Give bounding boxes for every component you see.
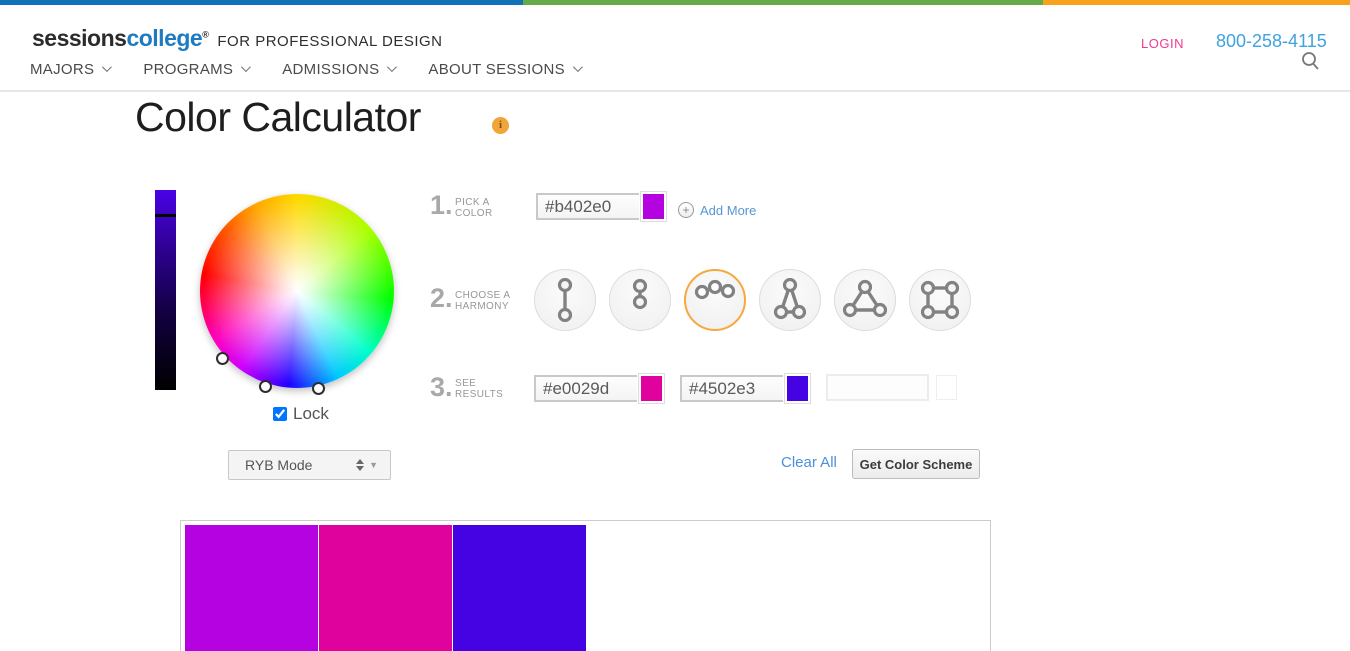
- site-header: sessionscollege® FOR PROFESSIONAL DESIGN …: [0, 5, 1350, 92]
- logo[interactable]: sessionscollege® FOR PROFESSIONAL DESIGN: [32, 25, 443, 52]
- chevron-down-icon: [102, 61, 113, 72]
- chevron-down-icon: [572, 61, 583, 72]
- step1-number: 1.: [430, 190, 453, 220]
- harmony-analogous-button[interactable]: [684, 269, 746, 331]
- sort-arrows-icon: [356, 459, 365, 471]
- color-mode-value: RYB Mode: [245, 457, 313, 473]
- chevron-down-icon: [387, 61, 398, 72]
- palette-swatch-3[interactable]: [453, 525, 587, 651]
- pick-color-input[interactable]: [536, 193, 639, 220]
- result-input-2[interactable]: [680, 375, 783, 402]
- result-swatch-1: [639, 374, 664, 403]
- step1-label: PICK A COLOR: [455, 197, 493, 219]
- result-group-2: [680, 374, 810, 403]
- info-icon[interactable]: i: [492, 117, 509, 134]
- nav-label: ADMISSIONS: [282, 61, 380, 78]
- step2-number: 2.: [430, 283, 453, 313]
- harmony-triadic-icon: [843, 279, 887, 318]
- nav-label: ABOUT SESSIONS: [428, 61, 565, 78]
- brand-stripe-green: [523, 0, 1043, 5]
- value-slider-handle[interactable]: [155, 214, 176, 217]
- lock-control: Lock: [273, 404, 329, 424]
- harmony-buttons: [534, 269, 971, 331]
- get-color-scheme-button[interactable]: Get Color Scheme: [852, 449, 980, 479]
- brand-stripe: [0, 0, 1350, 5]
- step2-label: CHOOSE A HARMONY: [455, 290, 511, 312]
- harmony-split-complementary-button[interactable]: [759, 269, 821, 331]
- nav-item-about-sessions[interactable]: ABOUT SESSIONS: [428, 61, 583, 78]
- plus-icon: +: [678, 202, 694, 218]
- clear-all-link[interactable]: Clear All: [781, 454, 837, 471]
- pick-color-group: [536, 192, 666, 221]
- result-swatch-3: [937, 376, 956, 399]
- result-group-3: [826, 374, 956, 401]
- palette-result-box: [180, 520, 991, 651]
- harmony-triadic-button[interactable]: [834, 269, 896, 331]
- lock-label: Lock: [293, 404, 329, 423]
- step3-number: 3.: [430, 372, 453, 402]
- dropdown-caret-icon: ▼: [369, 460, 378, 470]
- harmony-monochromatic-icon: [632, 278, 648, 310]
- harmony-complementary-icon: [557, 278, 573, 322]
- registered-mark: ®: [202, 29, 209, 40]
- palette-swatch-2[interactable]: [319, 525, 453, 651]
- nav-label: PROGRAMS: [143, 61, 234, 78]
- logo-tagline: FOR PROFESSIONAL DESIGN: [217, 33, 443, 50]
- search-icon[interactable]: [1300, 51, 1320, 71]
- lock-checkbox[interactable]: [273, 407, 287, 421]
- color-mode-select[interactable]: RYB Mode ▼: [228, 450, 391, 480]
- nav-label: MAJORS: [30, 61, 95, 78]
- phone-link[interactable]: 800-258-4115: [1216, 31, 1327, 51]
- palette-swatch-1[interactable]: [185, 525, 319, 651]
- result-group-1: [534, 374, 664, 403]
- main-nav: MAJORS PROGRAMS ADMISSIONS ABOUT SESSION…: [30, 61, 583, 78]
- harmony-tetradic-icon: [920, 280, 960, 320]
- brand-stripe-orange: [1043, 0, 1350, 5]
- nav-item-admissions[interactable]: ADMISSIONS: [282, 61, 398, 78]
- harmony-split-complementary-icon: [773, 278, 807, 320]
- harmony-complementary-button[interactable]: [534, 269, 596, 331]
- harmony-analogous-icon: [694, 279, 736, 300]
- add-more-button[interactable]: + Add More: [678, 202, 756, 218]
- page-title: Color Calculator: [135, 94, 421, 140]
- wheel-marker-2[interactable]: [259, 380, 272, 393]
- harmony-tetradic-button[interactable]: [909, 269, 971, 331]
- color-wheel[interactable]: [200, 194, 394, 388]
- nav-item-majors[interactable]: MAJORS: [30, 61, 113, 78]
- wheel-marker-3[interactable]: [312, 382, 325, 395]
- result-swatch-2: [785, 374, 810, 403]
- result-input-3[interactable]: [826, 374, 929, 401]
- pick-color-swatch: [641, 192, 666, 221]
- logo-college: college: [126, 25, 203, 51]
- chevron-down-icon: [241, 61, 252, 72]
- add-more-label: Add More: [700, 202, 757, 218]
- result-input-1[interactable]: [534, 375, 637, 402]
- step3-label: SEE RESULTS: [455, 378, 504, 400]
- wheel-marker-1[interactable]: [216, 352, 229, 365]
- nav-item-programs[interactable]: PROGRAMS: [143, 61, 252, 78]
- logo-sessions: sessions: [32, 25, 127, 51]
- brand-stripe-blue: [0, 0, 523, 5]
- harmony-monochromatic-button[interactable]: [609, 269, 671, 331]
- value-slider[interactable]: [155, 190, 176, 390]
- login-link[interactable]: LOGIN: [1141, 36, 1184, 51]
